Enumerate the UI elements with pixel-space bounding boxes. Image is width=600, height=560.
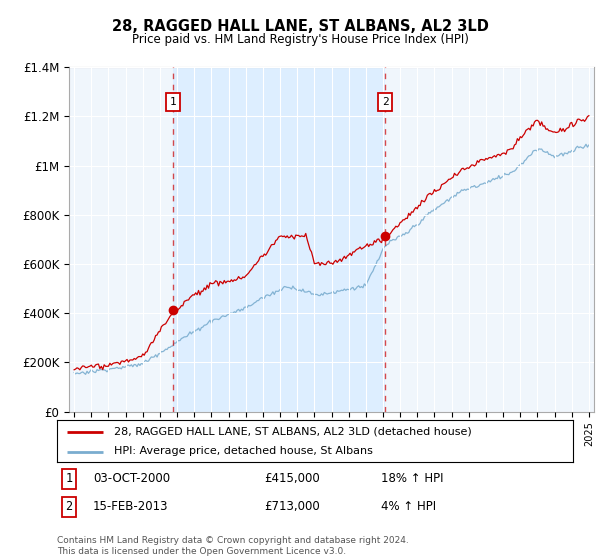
Text: 28, RAGGED HALL LANE, ST ALBANS, AL2 3LD: 28, RAGGED HALL LANE, ST ALBANS, AL2 3LD [112, 20, 488, 34]
Text: 2: 2 [382, 97, 388, 106]
Text: 1: 1 [169, 97, 176, 106]
Text: 15-FEB-2013: 15-FEB-2013 [93, 500, 169, 514]
Bar [173, 67, 385, 412]
Text: £415,000: £415,000 [264, 472, 320, 486]
Text: 03-OCT-2000: 03-OCT-2000 [93, 472, 170, 486]
Text: Contains HM Land Registry data © Crown copyright and database right 2024.
This d: Contains HM Land Registry data © Crown c… [57, 536, 409, 556]
Text: 18% ↑ HPI: 18% ↑ HPI [381, 472, 443, 486]
Text: 4% ↑ HPI: 4% ↑ HPI [381, 500, 436, 514]
Text: £713,000: £713,000 [264, 500, 320, 514]
Text: 28, RAGGED HALL LANE, ST ALBANS, AL2 3LD (detached house): 28, RAGGED HALL LANE, ST ALBANS, AL2 3LD… [114, 427, 472, 437]
Text: HPI: Average price, detached house, St Albans: HPI: Average price, detached house, St A… [114, 446, 373, 456]
Text: 2: 2 [65, 500, 73, 514]
Text: 1: 1 [65, 472, 73, 486]
Text: Price paid vs. HM Land Registry's House Price Index (HPI): Price paid vs. HM Land Registry's House … [131, 32, 469, 46]
